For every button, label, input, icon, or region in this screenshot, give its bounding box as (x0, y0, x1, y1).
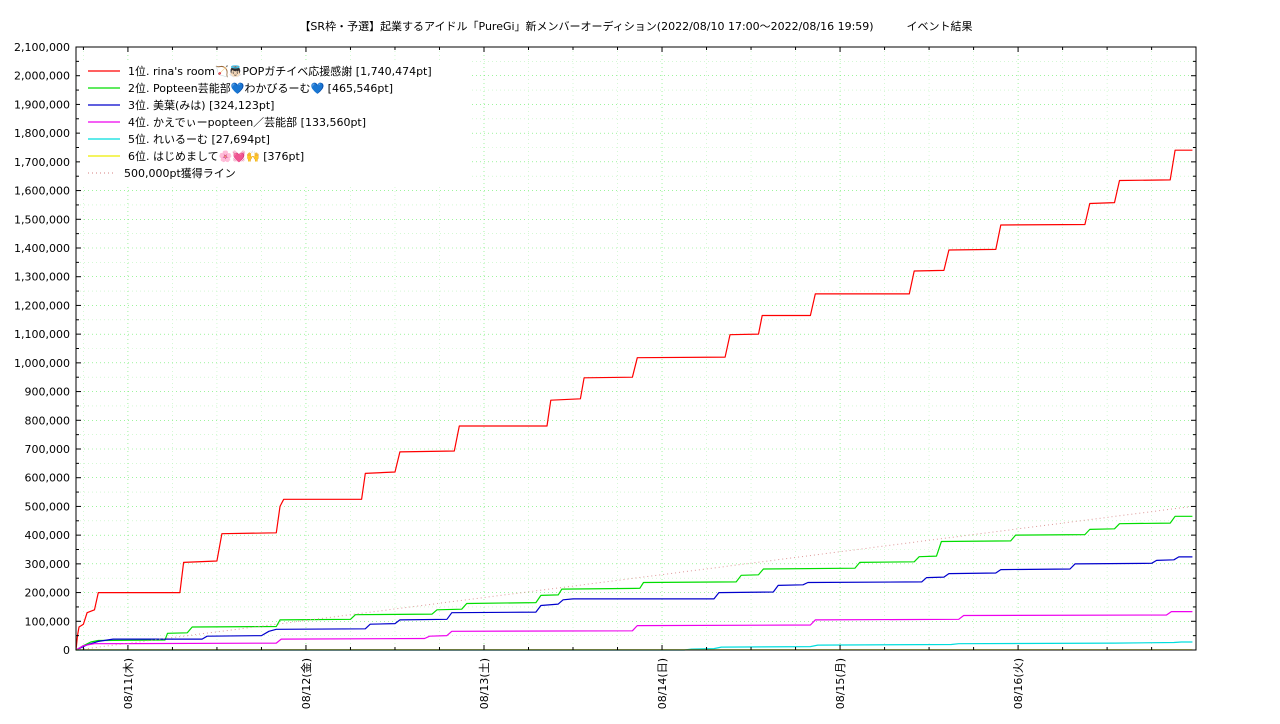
legend-entry: 6位. はじめまして🌸💓🙌 [376pt] (128, 149, 304, 163)
x-tick-label: 08/13(土) (478, 658, 491, 709)
y-tick-label: 1,000,000 (14, 357, 70, 370)
legend-entry: 2位. Popteen芸能部💙わかびるーむ💙 [465,546pt] (128, 81, 393, 95)
y-tick-label: 1,700,000 (14, 156, 70, 169)
x-tick-label: 08/14(日) (656, 658, 669, 709)
y-tick-label: 1,600,000 (14, 185, 70, 198)
chart-title: 【SR枠・予選】起業するアイドル「PureGi」新メンバーオーディション(202… (299, 19, 972, 33)
x-tick-label: 08/12(金) (299, 658, 313, 709)
y-tick-label: 1,100,000 (14, 328, 70, 341)
y-tick-label: 700,000 (25, 443, 71, 456)
x-tick-label: 08/16(火) (1012, 658, 1025, 709)
y-tick-label: 1,200,000 (14, 299, 70, 312)
y-tick-label: 500,000 (25, 500, 71, 513)
y-tick-label: 2,100,000 (14, 41, 70, 54)
y-tick-label: 800,000 (25, 414, 71, 427)
legend: 1位. rina's room🏹👼🏻POPガチイベ応援感謝 [1,740,474… (80, 60, 472, 184)
y-tick-label: 1,800,000 (14, 127, 70, 140)
y-tick-label: 0 (63, 644, 70, 657)
y-tick-label: 1,500,000 (14, 213, 70, 226)
y-tick-label: 300,000 (25, 558, 71, 571)
series-line-4 (76, 612, 1192, 650)
legend-entry: 500,000pt獲得ライン (124, 167, 236, 180)
legend-entry: 1位. rina's room🏹👼🏻POPガチイベ応援感謝 [1,740,474… (128, 64, 432, 78)
y-tick-label: 600,000 (25, 472, 71, 485)
y-tick-label: 400,000 (25, 529, 71, 542)
series-line-1 (76, 150, 1192, 650)
y-tick-label: 2,000,000 (14, 70, 70, 83)
y-tick-label: 100,000 (25, 615, 71, 628)
legend-entry: 5位. れいるーむ [27,694pt] (128, 132, 270, 146)
y-tick-label: 200,000 (25, 587, 71, 600)
y-tick-label: 1,300,000 (14, 271, 70, 284)
series-line-3 (76, 557, 1192, 650)
x-tick-label: 08/11(木) (122, 658, 135, 709)
y-tick-label: 1,900,000 (14, 98, 70, 111)
y-tick-label: 900,000 (25, 386, 71, 399)
x-tick-label: 08/15(月) (834, 658, 847, 709)
legend-entry: 3位. 美葉(みは) [324,123pt] (128, 98, 274, 112)
series-line-2 (76, 516, 1192, 650)
series-lines (76, 150, 1192, 650)
legend-entry: 4位. かえでぃーpopteen／芸能部 [133,560pt] (128, 115, 366, 129)
y-tick-label: 1,400,000 (14, 242, 70, 255)
